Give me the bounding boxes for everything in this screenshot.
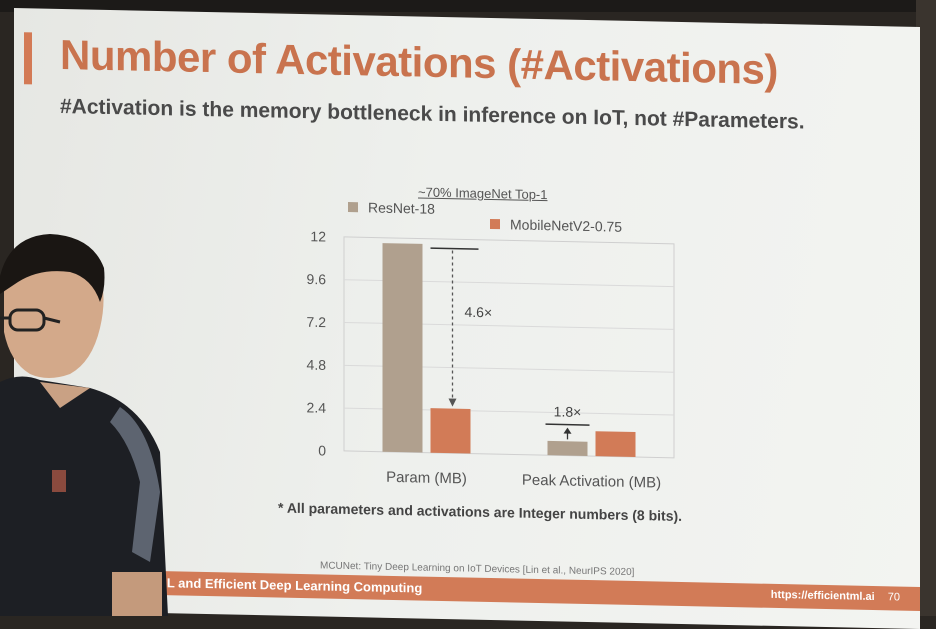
bar-mobilenet: [430, 408, 471, 454]
page-number: 70: [887, 591, 900, 604]
plot-frame: [343, 236, 675, 459]
bar-resnet: [382, 243, 423, 453]
room-background-top: [0, 0, 936, 12]
annotation-cap-line: [430, 247, 479, 250]
annotation-arrowhead-peak: [563, 427, 572, 434]
y-tick-label: 4.8: [307, 357, 327, 373]
annotation-cap-line-peak: [545, 423, 590, 426]
annotation-label-peak: 1.8×: [554, 403, 582, 420]
course-name: ML and Efficient Deep Learning Computing: [156, 574, 423, 596]
room-background-right: [916, 0, 936, 616]
presenter-figure: [0, 234, 168, 616]
x-category-label: Peak Activation (MB): [522, 472, 661, 492]
x-category-label: Param (MB): [386, 469, 467, 488]
y-tick-label: 7.2: [307, 314, 327, 330]
annotation-label-param: 4.6×: [465, 304, 493, 321]
y-tick-label: 2.4: [307, 399, 327, 415]
y-tick-label: 9.6: [307, 271, 327, 287]
annotation-arrowhead: [448, 398, 457, 407]
bar-resnet: [547, 440, 588, 457]
bar-chart: 0 2.4 4.8 7.2 9.6 12 Param (MB) Peak Activation…: [307, 228, 675, 492]
bar-mobilenet: [595, 431, 636, 458]
footer-right: https://efficientml.ai 70: [771, 589, 900, 604]
y-tick-label: 12: [310, 228, 326, 244]
y-tick-label: 0: [318, 442, 326, 458]
projected-slide: Number of Activations (#Activations) #Ac…: [14, 8, 920, 629]
course-url[interactable]: https://efficientml.ai: [770, 588, 875, 604]
